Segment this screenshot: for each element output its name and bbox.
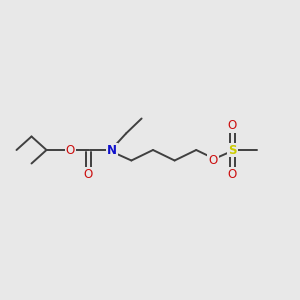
Text: O: O — [66, 143, 75, 157]
Text: O: O — [228, 168, 237, 181]
Text: O: O — [84, 168, 93, 181]
Text: N: N — [106, 143, 117, 157]
Text: S: S — [228, 143, 237, 157]
Text: O: O — [228, 119, 237, 132]
Text: O: O — [208, 154, 217, 167]
